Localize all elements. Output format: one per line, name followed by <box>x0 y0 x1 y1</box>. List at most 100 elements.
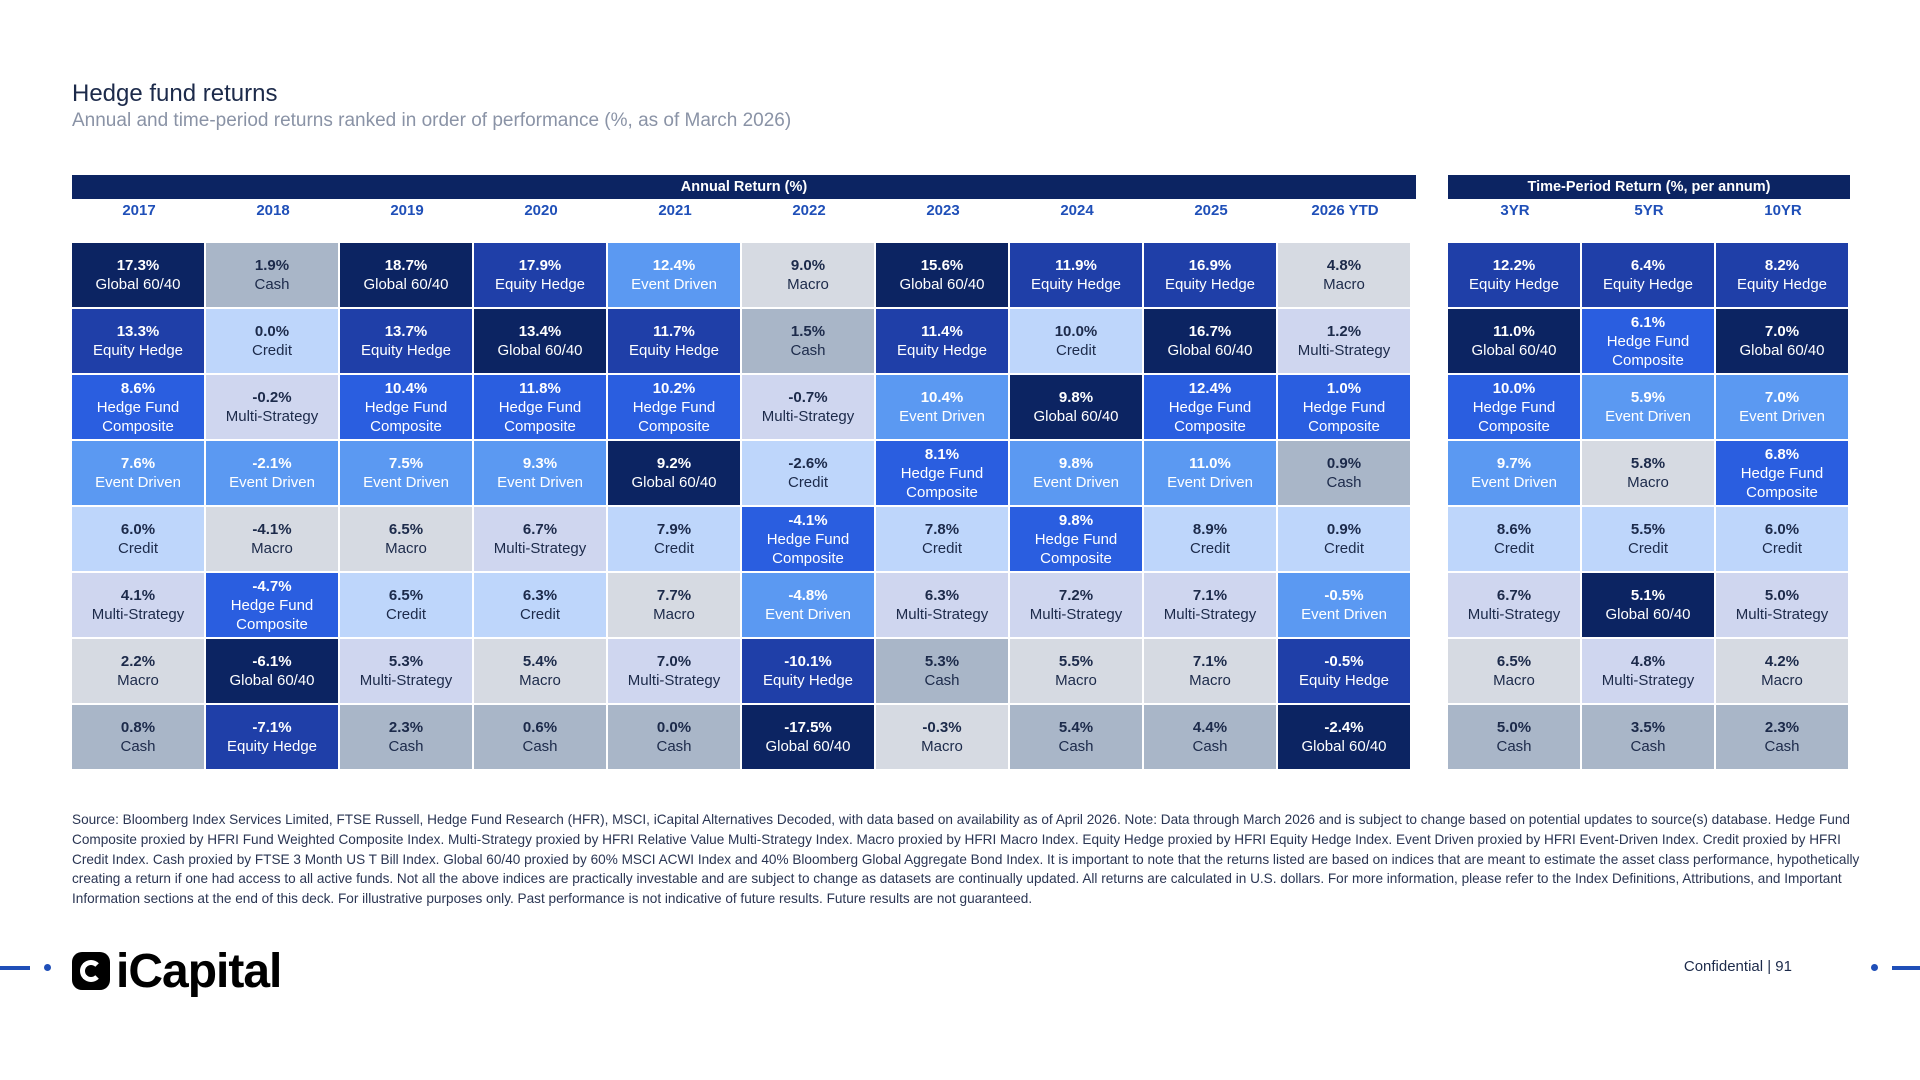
strategy-name: Macro <box>519 672 561 689</box>
strategy-name: Multi-Strategy <box>1163 606 1257 623</box>
return-cell: 11.0% Event Driven <box>1144 441 1278 507</box>
return-value: 12.2% <box>1492 257 1536 274</box>
return-cell: -6.1% Global 60/40 <box>206 639 340 705</box>
strategy-name: Multi-Strategy <box>1297 342 1391 359</box>
return-cell: 6.5% Macro <box>340 507 474 573</box>
return-value: 11.9% <box>1055 257 1097 274</box>
return-value: 6.0% <box>1764 521 1800 538</box>
return-value: 13.4% <box>518 323 562 340</box>
strategy-name: Event Driven <box>363 474 449 491</box>
return-cell: 11.8% Hedge Fund Composite <box>474 375 608 441</box>
strategy-name: Event Driven <box>497 474 583 491</box>
return-value: 0.9% <box>1326 455 1362 472</box>
return-cell: -4.8% Event Driven <box>742 573 876 639</box>
return-cell: 5.0% Cash <box>1448 705 1582 771</box>
return-value: 6.8% <box>1764 445 1800 463</box>
return-value: 6.4% <box>1630 257 1666 274</box>
return-value: 5.5% <box>1630 521 1666 538</box>
return-value: -0.2% <box>252 389 292 406</box>
return-cell: -17.5% Global 60/40 <box>742 705 876 771</box>
return-cell: 16.7% Global 60/40 <box>1144 309 1278 375</box>
return-cell: 6.0% Credit <box>1716 507 1850 573</box>
return-cell: 6.5% Macro <box>1448 639 1582 705</box>
strategy-name: Equity Hedge <box>360 342 452 359</box>
strategy-name: Cash <box>254 276 290 293</box>
strategy-name: Equity Hedge <box>762 672 854 689</box>
source-note: Source: Bloomberg Index Services Limited… <box>72 812 1860 907</box>
return-cell: 7.7% Macro <box>608 573 742 639</box>
return-value: 11.0% <box>1493 323 1535 340</box>
strategy-name: Cash <box>1326 474 1362 491</box>
strategy-name: Global 60/40 <box>899 276 985 293</box>
strategy-name: Cash <box>1058 738 1094 755</box>
return-cell: 2.3% Cash <box>340 705 474 771</box>
return-cell: 7.0% Event Driven <box>1716 375 1850 441</box>
return-cell: 13.7% Equity Hedge <box>340 309 474 375</box>
return-cell: 0.0% Credit <box>206 309 340 375</box>
footer-accent-line <box>0 966 30 970</box>
return-value: 6.5% <box>1496 653 1532 670</box>
strategy-name: Cash <box>790 342 826 359</box>
return-cell: 8.9% Credit <box>1144 507 1278 573</box>
time-period-column-headers: 3YR 5YR 10YR <box>1448 201 1850 221</box>
return-cell: 5.8% Macro <box>1582 441 1716 507</box>
column-header: 3YR <box>1500 202 1530 219</box>
footer-accent-line-right <box>1892 966 1920 970</box>
return-value: 6.7% <box>522 521 558 538</box>
return-value: 7.0% <box>656 653 692 670</box>
return-value: 6.0% <box>120 521 156 538</box>
strategy-name: Global 60/40 <box>631 474 717 491</box>
return-cell: 9.0% Macro <box>742 243 876 309</box>
return-value: -4.1% <box>252 521 292 538</box>
return-value: 0.6% <box>522 719 558 736</box>
return-cell: 9.8% Hedge Fund Composite <box>1010 507 1144 573</box>
column-header: 2026 YTD <box>1311 202 1379 219</box>
column-header: 2020 <box>524 202 558 219</box>
strategy-name: Event Driven <box>1167 474 1253 491</box>
return-cell: 2.2% Macro <box>72 639 206 705</box>
return-value: -17.5% <box>784 719 832 736</box>
strategy-name: Equity Hedge <box>1298 672 1390 689</box>
strategy-name: Cash <box>388 738 424 755</box>
strategy-name: Equity Hedge <box>1736 276 1828 293</box>
strategy-name: Macro <box>251 540 293 557</box>
strategy-name: Global 60/40 <box>1471 342 1557 359</box>
strategy-name: Global 60/40 <box>765 738 851 755</box>
return-value: 4.8% <box>1326 257 1362 274</box>
return-value: 8.1% <box>924 445 960 463</box>
annual-column-headers: 2017 2018 2019 2020 2021 2022 2023 2024 2025 2026… <box>72 201 1412 221</box>
strategy-name: Multi-Strategy <box>359 672 453 689</box>
return-cell: 7.6% Event Driven <box>72 441 206 507</box>
return-value: 18.7% <box>384 257 428 274</box>
return-cell: 7.0% Multi-Strategy <box>608 639 742 705</box>
return-cell: 16.9% Equity Hedge <box>1144 243 1278 309</box>
strategy-name: Credit <box>653 540 694 557</box>
strategy-name: Macro <box>653 606 695 623</box>
return-value: 10.4% <box>920 389 964 406</box>
return-value: -2.1% <box>252 455 292 472</box>
return-value: 5.8% <box>1630 455 1666 472</box>
strategy-name: Macro <box>1055 672 1097 689</box>
strategy-name: Global 60/40 <box>1033 408 1119 425</box>
return-value: 7.1% <box>1192 587 1228 604</box>
return-cell: -0.3% Macro <box>876 705 1010 771</box>
strategy-name: Event Driven <box>229 474 315 491</box>
return-value: 7.7% <box>656 587 692 604</box>
strategy-name: Equity Hedge <box>1030 276 1122 293</box>
return-cell: 9.8% Event Driven <box>1010 441 1144 507</box>
strategy-name: Event Driven <box>1471 474 1557 491</box>
strategy-name: Multi-Strategy <box>1467 606 1561 623</box>
return-cell: 8.2% Equity Hedge <box>1716 243 1850 309</box>
return-cell: 1.9% Cash <box>206 243 340 309</box>
return-value: 0.9% <box>1326 521 1362 538</box>
return-cell: 17.9% Equity Hedge <box>474 243 608 309</box>
strategy-name: Event Driven <box>1605 408 1691 425</box>
strategy-name: Multi-Strategy <box>225 408 319 425</box>
return-cell: 7.1% Macro <box>1144 639 1278 705</box>
return-value: 9.0% <box>790 257 826 274</box>
return-value: 12.4% <box>1188 379 1232 397</box>
strategy-name: Global 60/40 <box>363 276 449 293</box>
strategy-name: Event Driven <box>765 606 851 623</box>
return-cell: 9.2% Global 60/40 <box>608 441 742 507</box>
time-period-return-banner: Time-Period Return (%, per annum) <box>1448 175 1850 199</box>
